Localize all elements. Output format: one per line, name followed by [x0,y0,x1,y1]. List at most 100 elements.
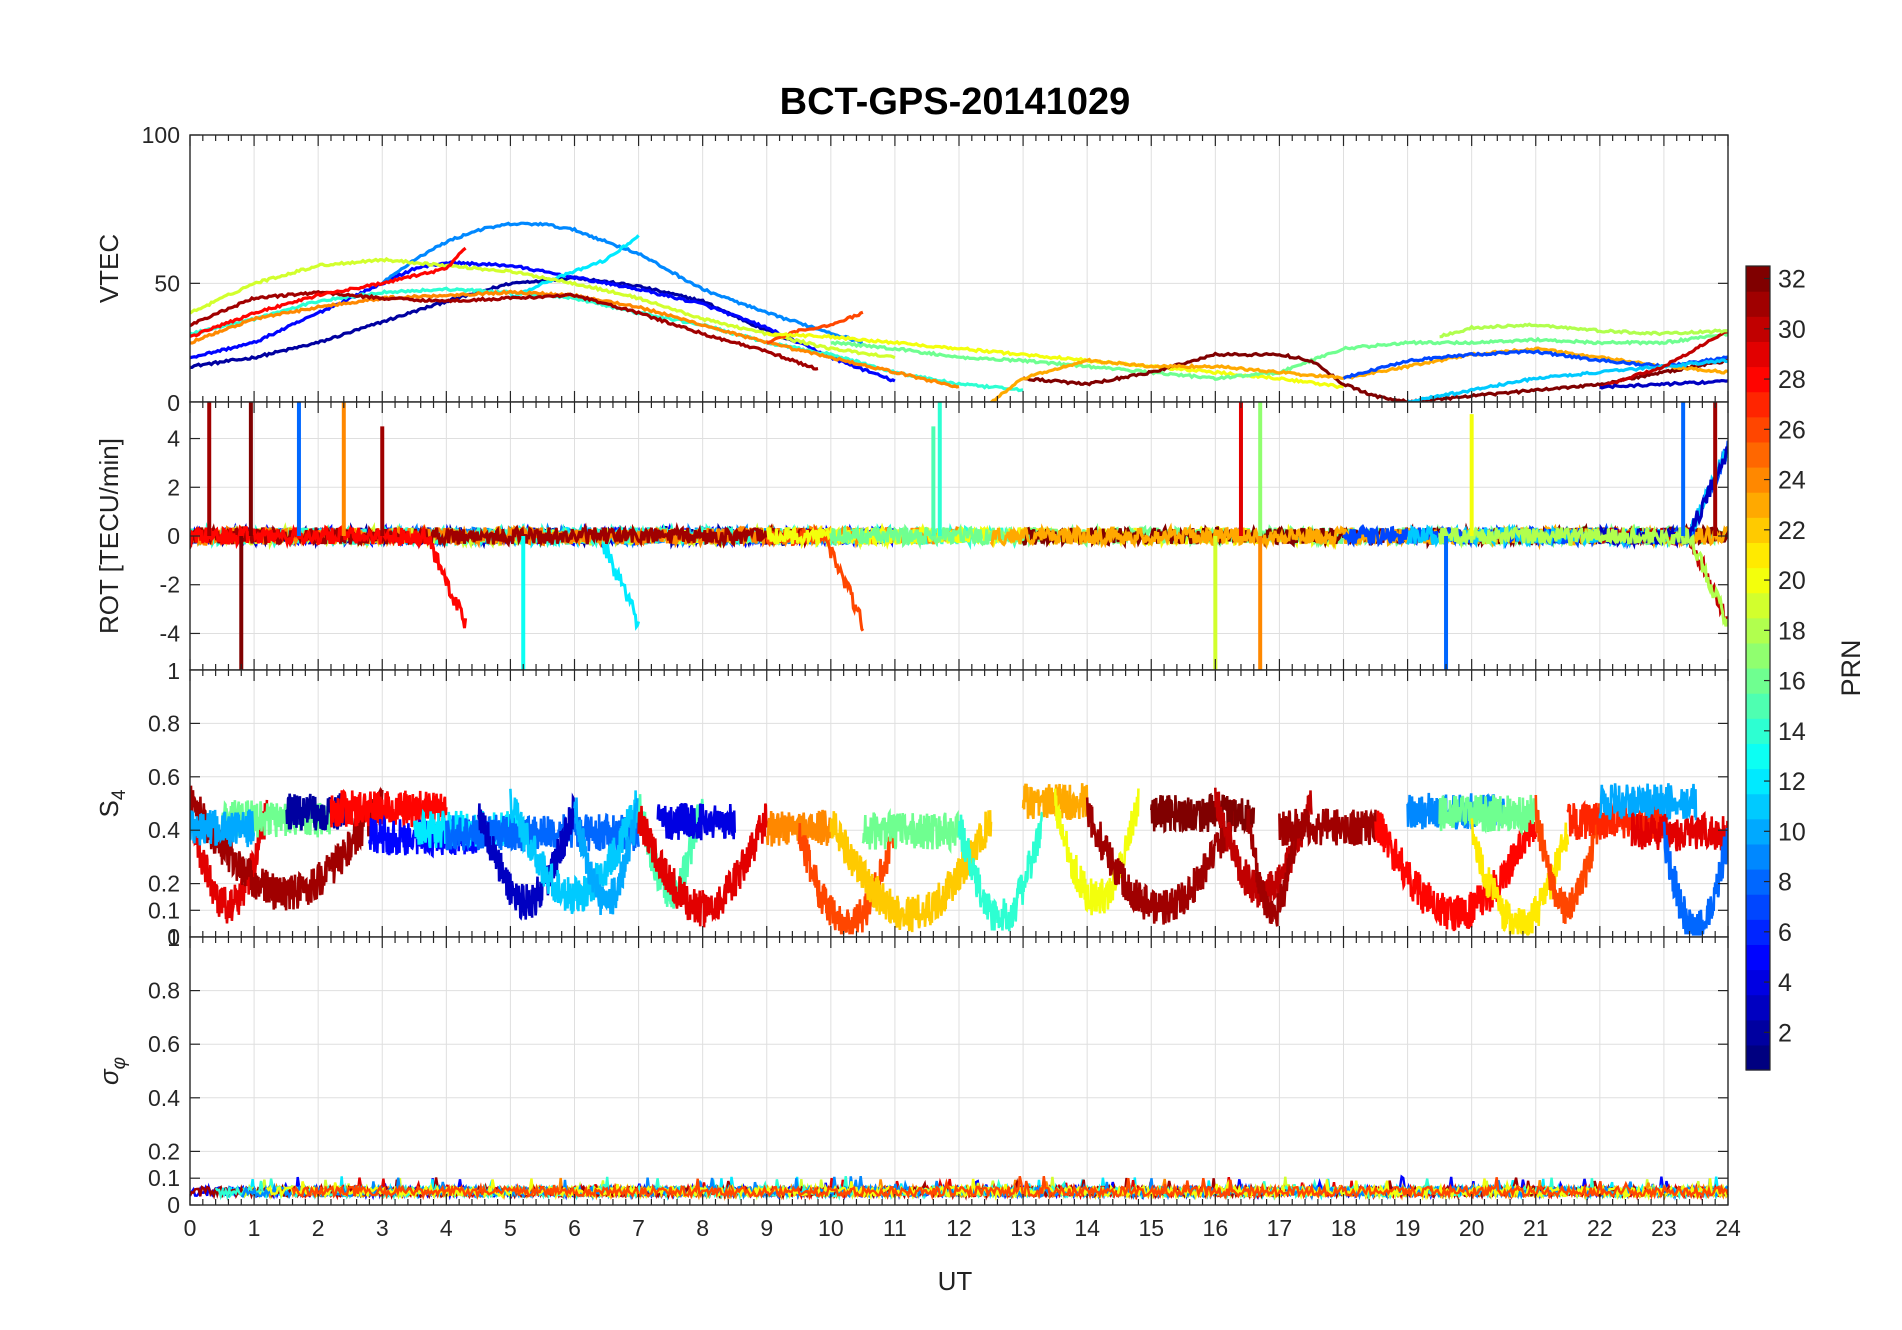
x-tick-label: 24 [1715,1215,1741,1241]
s4-series-prn-8 [445,811,640,855]
s4-series-prn-11 [509,788,640,915]
s4-series-prn-31 [1246,808,1300,927]
x-tick-label: 1 [248,1215,261,1241]
colorbar-swatch [1746,441,1770,468]
colorbar-tick-label: 28 [1778,366,1806,394]
x-tick-label: 10 [818,1215,844,1241]
s4-series-prn-10 [573,797,640,916]
s4-series-prn-27 [1566,799,1666,841]
colorbar-swatch [1746,743,1770,770]
y-tick-label: 0.6 [148,764,180,790]
vtec-series-prn-23 [989,346,1728,402]
colorbar-tick-label: 24 [1778,467,1806,495]
y-tick-label: 0.2 [148,871,180,897]
y-tick-label: 0.4 [148,817,180,843]
colorbar-swatch [1746,492,1770,518]
y-tick-label: 1 [167,925,180,951]
colorbar-swatch [1746,793,1770,820]
x-tick-label: 23 [1651,1215,1677,1241]
colorbar-swatch [1746,542,1770,569]
y-tick-label: 2 [167,474,180,500]
vtec-series-prn-18 [1439,322,1728,339]
vtec-series-prn-2 [190,275,800,370]
y-tick-label: 50 [154,270,180,296]
x-tick-label: 8 [696,1215,709,1241]
s4-series-prn-22 [829,810,993,933]
s4-series-prn-20 [1053,788,1140,916]
y-tick-label: 0 [167,1192,180,1218]
x-tick-label: 0 [184,1215,197,1241]
x-tick-label: 3 [376,1215,389,1241]
x-tick-label: 9 [760,1215,773,1241]
colorbar-swatch [1746,994,1770,1021]
x-tick-label: 16 [1203,1215,1229,1241]
y-axis-label-rot: ROT [TECU/min] [94,438,124,634]
y-tick-label: 0.8 [148,710,180,736]
x-tick-label: 22 [1587,1215,1613,1241]
s4-series-prn-29 [1630,811,1728,852]
vtec-series-prn-28 [190,246,467,338]
x-axis: 0 1 2 3 4 5 6 7 8 9 10 11 12 13 14 15 16 17 18 19 20 21 22 23 24 [184,1215,1741,1241]
s4-series-prn-29 [190,799,269,924]
s4-series-prn-24 [765,809,832,847]
x-tick-label: 18 [1331,1215,1357,1241]
y-tick-label: 0 [167,523,180,549]
x-tick-label: 12 [946,1215,972,1241]
s4-series-prn-16 [1438,794,1538,836]
panel-vtec: 50 100 VTEC [94,122,1729,403]
vtec-series-prn-30 [1598,330,1728,390]
vtec-series-prn-31 [190,289,819,371]
chart-title: BCT-GPS-20141029 [780,81,1131,123]
s4-series-prn-32 [1150,792,1256,835]
s4-series-prn-31 [1278,808,1377,848]
s4-series-prn-28 [1374,810,1538,932]
x-tick-label: 7 [632,1215,645,1241]
colorbar-tick-label: 6 [1778,919,1792,947]
s4-series-prn-10 [190,809,256,848]
x-tick-label: 17 [1267,1215,1293,1241]
s4-series-prn-31 [190,785,384,911]
s4-series-prn-31 [1085,797,1236,925]
colorbar-swatch [1746,944,1770,971]
x-axis-label: UT [938,1266,973,1296]
colorbar-tick-label: 8 [1778,869,1792,897]
vtec-series-prn-12 [509,234,640,300]
x-tick-label: 4 [440,1215,453,1241]
y-tick-label: 0.4 [148,1085,180,1111]
colorbar-swatch [1746,642,1770,669]
y-tick-label: 0 [167,924,180,950]
s4-series-prn-28 [329,788,448,828]
x-tick-label: 13 [1010,1215,1036,1241]
colorbar-tick-label: 32 [1778,266,1806,294]
x-tick-label: 2 [312,1215,325,1241]
y-tick-label: 0.1 [148,1165,180,1191]
y-tick-label: 100 [142,122,180,148]
colorbar-tick-label: 10 [1778,818,1806,846]
colorbar-swatch [1746,693,1770,719]
y-tick-label: 0.2 [148,1138,180,1164]
colorbar-tick-label: 14 [1778,718,1806,746]
x-tick-label: 5 [504,1215,517,1241]
y-tick-label: 0.1 [148,897,180,923]
vtec-series-prn-3 [1599,378,1728,390]
x-tick-label: 14 [1074,1215,1100,1241]
x-tick-label: 21 [1523,1215,1549,1241]
colorbar-tick-label: 4 [1778,969,1792,997]
s4-series-prn-26 [1534,794,1602,924]
rot-series-prn-28 [190,524,468,629]
s4-series-prn-16 [861,807,961,855]
y-tick-label: -2 [160,572,180,598]
sigma-series-prn-26 [291,1176,1728,1201]
s4-series-prn-29 [637,803,769,928]
colorbar-swatch [1746,341,1770,368]
colorbar-swatch [1746,391,1770,418]
y-axis-label-vtec: VTEC [94,234,124,303]
colorbar-tick-label: 30 [1778,316,1806,344]
colorbar-swatch [1746,291,1770,317]
s4-series-prn-4 [656,802,736,841]
s4-series-prn-8 [1662,821,1728,936]
